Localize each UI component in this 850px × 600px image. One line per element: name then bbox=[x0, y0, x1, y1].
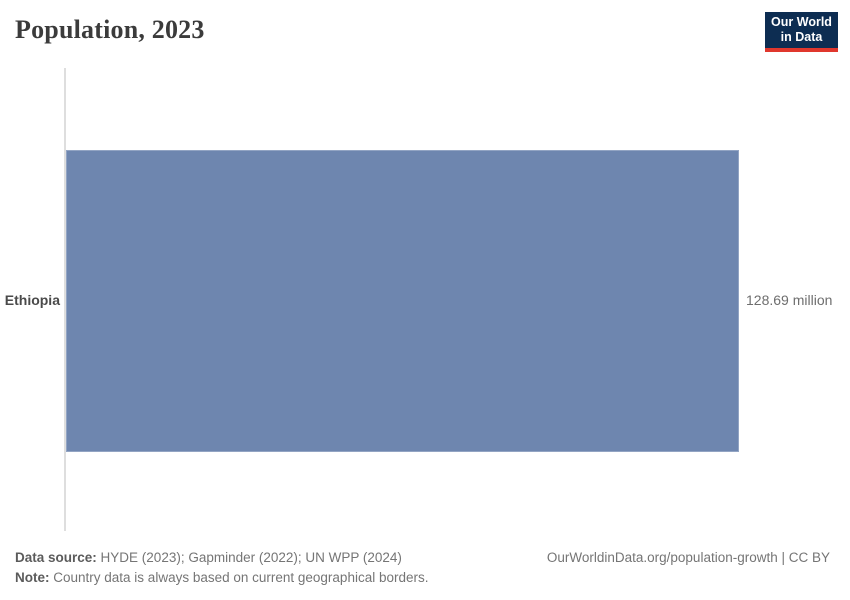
owid-logo-line1: Our World bbox=[771, 14, 832, 29]
note-label: Note: bbox=[15, 570, 50, 585]
note-text: Country data is always based on current … bbox=[53, 570, 429, 585]
entity-label-ethiopia: Ethiopia bbox=[4, 292, 60, 308]
y-axis-line bbox=[64, 68, 66, 531]
note-line: Note: Country data is always based on cu… bbox=[15, 568, 428, 588]
owid-logo[interactable]: Our World in Data bbox=[765, 12, 838, 52]
bar-ethiopia[interactable] bbox=[66, 150, 739, 452]
attribution-link[interactable]: OurWorldinData.org/population-growth | C… bbox=[546, 550, 830, 565]
data-source-line: Data source: HYDE (2023); Gapminder (202… bbox=[15, 548, 428, 568]
value-label-ethiopia: 128.69 million bbox=[746, 292, 833, 308]
data-source-label: Data source: bbox=[15, 550, 97, 565]
chart-title: Population, 2023 bbox=[15, 15, 205, 44]
owid-logo-line2: in Data bbox=[780, 30, 823, 44]
footer-metadata: Data source: HYDE (2023); Gapminder (202… bbox=[15, 548, 428, 588]
data-source-text: HYDE (2023); Gapminder (2022); UN WPP (2… bbox=[100, 550, 402, 565]
